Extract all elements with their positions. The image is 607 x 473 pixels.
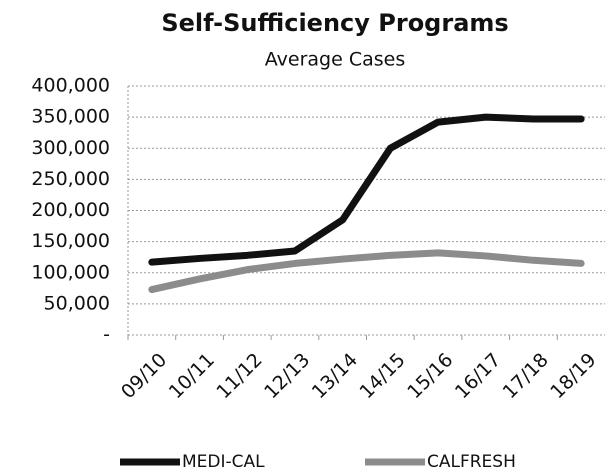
y-tick-label: 100,000	[31, 261, 110, 283]
y-tick-label: 200,000	[31, 199, 110, 221]
x-tick-label: 18/19	[546, 349, 600, 403]
x-tick-label: 12/13	[260, 349, 314, 403]
y-tick-label: 350,000	[31, 106, 110, 128]
series-line	[148, 249, 585, 294]
legend-label: MEDI-CAL	[182, 452, 265, 472]
y-tick-label: 50,000	[44, 292, 110, 314]
y-tick-label: 150,000	[31, 230, 110, 252]
y-tick-label: 400,000	[31, 75, 110, 97]
y-tick-label: 300,000	[31, 137, 110, 159]
chart-title: Self-Sufficiency Programs	[161, 9, 508, 37]
x-tick-label: 15/16	[403, 349, 457, 403]
x-tick-label: 09/10	[117, 349, 171, 403]
chart-subtitle: Average Cases	[265, 49, 405, 71]
x-tick-label: 11/12	[212, 349, 266, 403]
x-tick-label: 13/14	[308, 349, 362, 403]
y-tick-label: 250,000	[31, 168, 110, 190]
x-tick-label: 14/15	[355, 349, 409, 403]
series-line	[148, 113, 585, 266]
x-tick-label: 17/18	[499, 349, 553, 403]
x-tick-label: 16/17	[451, 349, 505, 403]
y-tick-label: -	[103, 324, 110, 346]
legend-label: CALFRESH	[427, 452, 516, 472]
x-tick-label: 10/11	[165, 349, 219, 403]
